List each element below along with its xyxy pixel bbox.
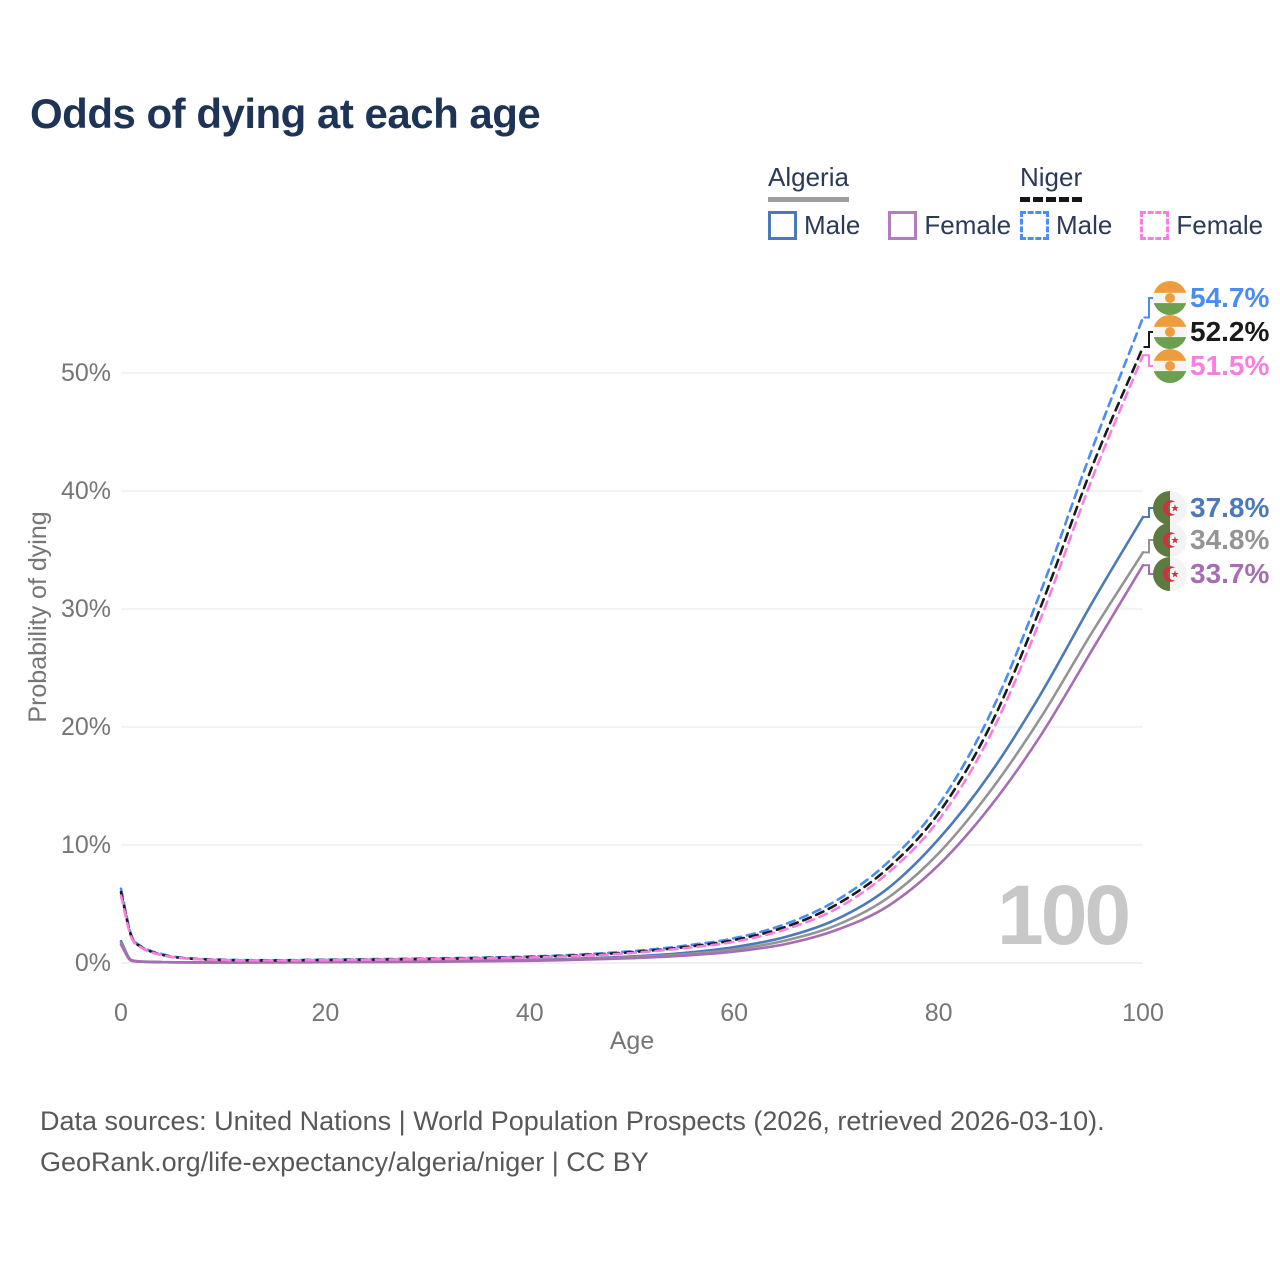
legend-label: Male bbox=[1056, 210, 1113, 240]
legend-country-algeria[interactable]: Algeria bbox=[768, 162, 849, 202]
end-value-label-algeria: 34.8% bbox=[1190, 524, 1269, 555]
footer-data-sources: Data sources: United Nations | World Pop… bbox=[40, 1106, 1105, 1136]
legend-group-algeria: Algeria Male Female bbox=[768, 162, 1011, 241]
y-tick-label: 10% bbox=[61, 831, 111, 859]
y-tick-label: 30% bbox=[61, 595, 111, 623]
svg-text:★: ★ bbox=[1171, 570, 1180, 581]
end-label-connector bbox=[1143, 507, 1155, 518]
end-label-connector bbox=[1143, 539, 1155, 554]
end-value-label-algeria-female: 33.7% bbox=[1190, 558, 1269, 589]
x-tick-label: 40 bbox=[516, 999, 544, 1027]
end-value-label-niger: 52.2% bbox=[1190, 316, 1269, 347]
series-line-niger-female[interactable] bbox=[119, 354, 1145, 962]
footer-attribution: GeoRank.org/life-expectancy/algeria/nige… bbox=[40, 1147, 649, 1177]
series-line-niger-male[interactable] bbox=[119, 316, 1145, 962]
end-label-connector bbox=[1143, 354, 1155, 367]
y-axis-title: Probability of dying bbox=[24, 511, 52, 722]
algeria-flag-icon: ★ bbox=[1153, 557, 1187, 591]
x-tick-label: 100 bbox=[1122, 999, 1164, 1027]
niger-male-swatch-icon bbox=[1020, 211, 1049, 240]
legend-label: Male bbox=[804, 210, 861, 240]
algeria-flag-icon: ★ bbox=[1153, 491, 1187, 525]
legend-item-algeria-female[interactable]: Female bbox=[888, 210, 1011, 241]
page-title: Odds of dying at each age bbox=[30, 90, 541, 137]
svg-text:★: ★ bbox=[1171, 504, 1180, 515]
hover-age-watermark: 100 bbox=[997, 868, 1128, 962]
axis-ticks: 0% 10% 20% 30% 40% 50% 0 20 40 60 80 100 bbox=[61, 359, 1164, 1027]
series-end-labels: ★ 37.8% ★ 34.8% ★ 33.7% bbox=[1143, 281, 1269, 591]
end-value-label-niger-male: 54.7% bbox=[1190, 282, 1269, 313]
x-tick-label: 80 bbox=[925, 999, 953, 1027]
niger-flag-icon bbox=[1153, 281, 1187, 315]
legend-label: Female bbox=[924, 210, 1012, 240]
legend-group-niger: Niger Male Female bbox=[1020, 162, 1263, 241]
y-tick-label: 40% bbox=[61, 477, 111, 505]
end-value-label-algeria-male: 37.8% bbox=[1190, 492, 1269, 523]
legend-country-niger[interactable]: Niger bbox=[1020, 162, 1083, 202]
end-value-label-niger-female: 51.5% bbox=[1190, 350, 1269, 381]
niger-female-swatch-icon bbox=[1140, 211, 1170, 240]
svg-text:★: ★ bbox=[1171, 536, 1180, 547]
x-tick-label: 60 bbox=[720, 999, 748, 1027]
series-line-niger[interactable] bbox=[119, 345, 1145, 962]
x-axis-title: Age bbox=[610, 1027, 654, 1055]
x-tick-label: 0 bbox=[114, 999, 128, 1027]
end-label-connector bbox=[1143, 297, 1155, 319]
series-line-algeria[interactable] bbox=[119, 551, 1145, 964]
algeria-flag-icon: ★ bbox=[1153, 523, 1187, 557]
algeria-female-swatch-icon bbox=[888, 211, 918, 240]
legend-item-niger-female[interactable]: Female bbox=[1140, 210, 1263, 241]
x-tick-label: 20 bbox=[311, 999, 339, 1027]
series-line-algeria-female[interactable] bbox=[119, 564, 1145, 964]
y-tick-label: 0% bbox=[75, 949, 111, 977]
legend-item-algeria-male[interactable]: Male bbox=[768, 210, 860, 241]
end-label-connector bbox=[1143, 331, 1155, 348]
end-label-connector bbox=[1143, 564, 1155, 575]
series-line-algeria-male[interactable] bbox=[119, 515, 1145, 964]
y-tick-label: 50% bbox=[61, 359, 111, 387]
legend-item-niger-male[interactable]: Male bbox=[1020, 210, 1112, 241]
y-tick-label: 20% bbox=[61, 713, 111, 741]
algeria-male-swatch-icon bbox=[768, 211, 797, 240]
gridlines bbox=[121, 372, 1143, 964]
legend-label: Female bbox=[1176, 210, 1264, 240]
niger-flag-icon bbox=[1153, 349, 1187, 383]
niger-flag-icon bbox=[1153, 315, 1187, 349]
data-series bbox=[119, 316, 1145, 964]
